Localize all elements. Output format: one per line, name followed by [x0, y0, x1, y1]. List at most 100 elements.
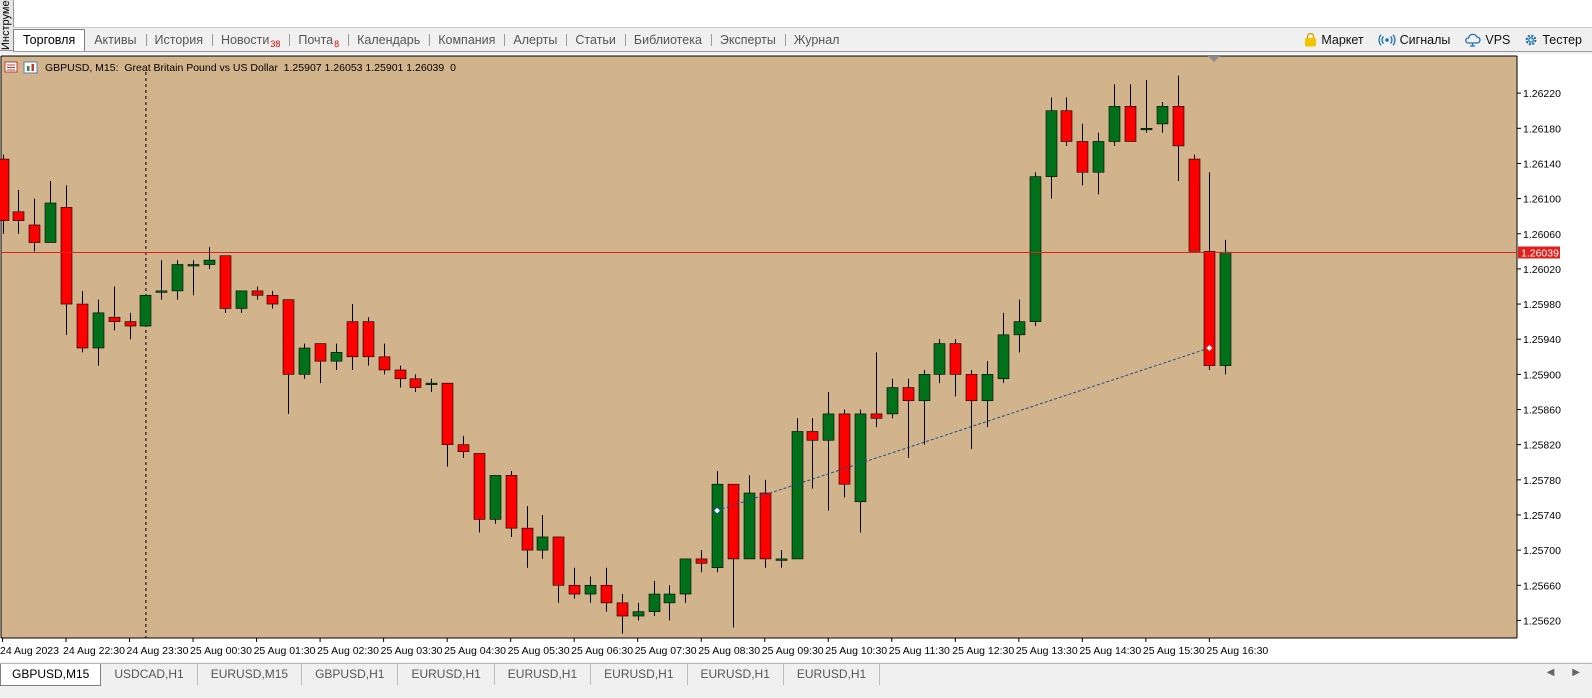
bear-candle[interactable]: [108, 316, 121, 322]
tab-7[interactable]: Алерты: [504, 30, 566, 50]
bull-candle[interactable]: [1045, 110, 1058, 177]
bear-candle[interactable]: [1060, 110, 1073, 142]
tab-2[interactable]: История: [145, 30, 212, 50]
bull-candle[interactable]: [1140, 128, 1153, 131]
bull-candle[interactable]: [139, 294, 152, 327]
bull-candle[interactable]: [584, 584, 597, 595]
bear-candle[interactable]: [473, 453, 486, 520]
bull-candle[interactable]: [489, 475, 502, 520]
bear-candle[interactable]: [441, 382, 454, 445]
bear-candle[interactable]: [1124, 106, 1137, 142]
bull-candle[interactable]: [425, 382, 438, 385]
tab-3[interactable]: Новости38: [211, 30, 289, 50]
bear-candle[interactable]: [838, 413, 851, 485]
bear-candle[interactable]: [266, 294, 279, 305]
bear-candle[interactable]: [600, 584, 613, 604]
tab-0[interactable]: Торговля: [13, 29, 86, 51]
bull-candle[interactable]: [330, 352, 343, 362]
bull-candle[interactable]: [155, 290, 168, 293]
bull-candle[interactable]: [1108, 106, 1121, 142]
tab-9[interactable]: Библиотека: [624, 30, 711, 50]
tab-11[interactable]: Журнал: [784, 30, 849, 50]
bear-candle[interactable]: [902, 387, 915, 402]
tab-6[interactable]: Компания: [429, 30, 504, 50]
bull-candle[interactable]: [1092, 141, 1105, 173]
bull-candle[interactable]: [791, 431, 804, 560]
bear-candle[interactable]: [0, 158, 10, 221]
bear-candle[interactable]: [457, 444, 470, 452]
bear-candle[interactable]: [568, 584, 581, 595]
bear-candle[interactable]: [219, 255, 232, 309]
chart-tab-5[interactable]: EURUSD,H1: [495, 664, 592, 685]
bull-candle[interactable]: [235, 290, 248, 309]
bull-candle[interactable]: [187, 264, 200, 267]
bear-candle[interactable]: [806, 431, 819, 441]
bull-candle[interactable]: [711, 483, 724, 568]
chart-tab-1[interactable]: USDCAD,H1: [101, 664, 198, 685]
bull-candle[interactable]: [663, 593, 676, 604]
bull-candle[interactable]: [933, 343, 946, 375]
service-link-1[interactable]: Сигналы: [1378, 33, 1450, 47]
bear-candle[interactable]: [378, 356, 391, 371]
bull-candle[interactable]: [854, 413, 867, 503]
chart-tab-0[interactable]: GBPUSD,M15: [0, 664, 102, 686]
bear-candle[interactable]: [727, 483, 740, 560]
bull-candle[interactable]: [92, 312, 105, 349]
bear-candle[interactable]: [505, 475, 518, 529]
chart-window[interactable]: 1.26220 1.26180 1.26140 1.26100 1.26060 1.260…: [0, 54, 1592, 662]
bull-candle[interactable]: [775, 558, 788, 561]
bear-candle[interactable]: [76, 303, 89, 349]
bull-candle[interactable]: [1013, 321, 1026, 336]
bull-candle[interactable]: [997, 334, 1010, 380]
price-chart[interactable]: 1.26220 1.26180 1.26140 1.26100 1.26060 1.260…: [0, 54, 1592, 662]
bear-candle[interactable]: [552, 536, 565, 586]
bull-candle[interactable]: [536, 536, 549, 551]
bear-candle[interactable]: [394, 369, 407, 380]
bear-candle[interactable]: [124, 321, 137, 327]
tab-5[interactable]: Календарь: [348, 30, 429, 50]
bull-candle[interactable]: [171, 264, 184, 292]
scroll-right-icon[interactable]: ▶: [1572, 667, 1580, 678]
bull-candle[interactable]: [918, 374, 931, 402]
chart-tab-2[interactable]: EURUSD,M15: [198, 664, 303, 685]
bull-candle[interactable]: [632, 611, 645, 617]
bear-candle[interactable]: [409, 378, 422, 388]
bear-candle[interactable]: [12, 211, 25, 221]
bull-candle[interactable]: [1219, 251, 1232, 366]
bull-candle[interactable]: [822, 413, 835, 441]
service-link-0[interactable]: Маркет: [1304, 32, 1364, 47]
bear-candle[interactable]: [60, 207, 73, 305]
tab-8[interactable]: Статьи: [566, 30, 625, 50]
bear-candle[interactable]: [870, 413, 883, 419]
bull-candle[interactable]: [44, 202, 57, 243]
bear-candle[interactable]: [949, 343, 962, 375]
bear-candle[interactable]: [1203, 251, 1216, 366]
bull-candle[interactable]: [679, 558, 692, 595]
chart-shift-marker-icon[interactable]: [1208, 56, 1220, 62]
bear-candle[interactable]: [1188, 158, 1201, 252]
bear-candle[interactable]: [314, 343, 327, 362]
bear-candle[interactable]: [251, 290, 264, 296]
trend-line-anchor-end[interactable]: [1205, 343, 1214, 353]
bear-candle[interactable]: [346, 321, 359, 358]
bull-candle[interactable]: [1029, 176, 1042, 322]
bull-candle[interactable]: [743, 492, 756, 560]
bull-candle[interactable]: [203, 259, 216, 265]
tab-1[interactable]: Активы: [85, 30, 145, 50]
chart-tab-4[interactable]: EURUSD,H1: [398, 664, 495, 685]
service-link-3[interactable]: Тестер: [1524, 33, 1582, 47]
bull-candle[interactable]: [298, 347, 311, 375]
bear-candle[interactable]: [1172, 106, 1185, 147]
bear-candle[interactable]: [28, 224, 41, 243]
bull-candle[interactable]: [648, 593, 661, 612]
bear-candle[interactable]: [965, 374, 978, 402]
plot-background[interactable]: [1, 56, 1517, 638]
chart-tab-6[interactable]: EURUSD,H1: [591, 664, 688, 685]
tab-4[interactable]: Почта8: [289, 30, 348, 50]
service-link-2[interactable]: VPS: [1464, 33, 1510, 47]
bull-candle[interactable]: [1156, 106, 1169, 125]
chart-tab-7[interactable]: EURUSD,H1: [688, 664, 784, 685]
chart-tab-3[interactable]: GBPUSD,H1: [302, 664, 399, 685]
trend-line-anchor-start[interactable]: [712, 506, 722, 515]
bear-candle[interactable]: [616, 602, 629, 617]
